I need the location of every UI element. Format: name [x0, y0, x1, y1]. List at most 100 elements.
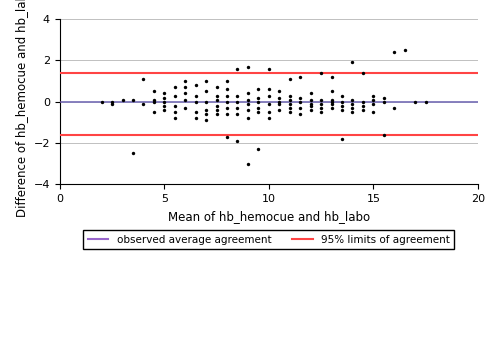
Point: [140, 76, 147, 82]
Point: [171, 103, 179, 109]
Point: [171, 109, 179, 115]
Point: [254, 109, 262, 115]
Point: [276, 99, 283, 104]
Point: [192, 116, 200, 121]
Point: [276, 101, 283, 106]
Point: [181, 97, 189, 103]
Point: [348, 101, 356, 106]
Point: [223, 134, 231, 140]
Point: [192, 82, 200, 88]
Point: [129, 151, 137, 156]
Point: [108, 101, 116, 106]
Point: [390, 105, 398, 111]
Point: [160, 103, 168, 109]
Point: [254, 95, 262, 101]
Legend: observed average agreement, 95% limits of agreement: observed average agreement, 95% limits o…: [84, 230, 454, 249]
Point: [244, 107, 252, 113]
Point: [192, 93, 200, 98]
Point: [223, 99, 231, 104]
Point: [234, 138, 241, 144]
Point: [160, 99, 168, 104]
Point: [140, 101, 147, 106]
Point: [202, 111, 210, 117]
Point: [296, 74, 304, 80]
Point: [223, 87, 231, 92]
Point: [286, 76, 294, 82]
Point: [317, 70, 325, 76]
Point: [359, 103, 367, 109]
Point: [296, 95, 304, 101]
X-axis label: Mean of hb_hemocue and hb_labo: Mean of hb_hemocue and hb_labo: [168, 210, 370, 223]
Point: [348, 97, 356, 103]
Point: [359, 70, 367, 76]
Point: [390, 49, 398, 55]
Point: [370, 97, 378, 103]
Point: [160, 95, 168, 101]
Point: [234, 93, 241, 98]
Point: [202, 99, 210, 104]
Point: [328, 89, 336, 94]
Point: [338, 103, 346, 109]
Point: [202, 118, 210, 123]
Point: [306, 103, 314, 109]
Point: [359, 99, 367, 104]
Point: [401, 47, 409, 53]
Point: [276, 95, 283, 101]
Point: [118, 97, 126, 103]
Point: [317, 109, 325, 115]
Point: [212, 84, 220, 90]
Point: [306, 91, 314, 96]
Point: [265, 87, 273, 92]
Point: [370, 109, 378, 115]
Point: [212, 107, 220, 113]
Point: [286, 93, 294, 98]
Point: [160, 107, 168, 113]
Point: [328, 105, 336, 111]
Y-axis label: Difference of hb_hemocue and hb_labo: Difference of hb_hemocue and hb_labo: [15, 0, 28, 217]
Point: [223, 111, 231, 117]
Point: [317, 105, 325, 111]
Point: [244, 97, 252, 103]
Point: [223, 93, 231, 98]
Point: [265, 109, 273, 115]
Point: [254, 105, 262, 111]
Point: [244, 91, 252, 96]
Point: [306, 97, 314, 103]
Point: [254, 87, 262, 92]
Point: [234, 66, 241, 72]
Point: [265, 101, 273, 106]
Point: [296, 105, 304, 111]
Point: [422, 99, 430, 104]
Point: [160, 91, 168, 96]
Point: [338, 99, 346, 104]
Point: [212, 111, 220, 117]
Point: [98, 99, 106, 104]
Point: [306, 101, 314, 106]
Point: [150, 89, 158, 94]
Point: [296, 99, 304, 104]
Point: [212, 93, 220, 98]
Point: [265, 93, 273, 98]
Point: [150, 99, 158, 104]
Point: [192, 99, 200, 104]
Point: [171, 116, 179, 121]
Point: [202, 78, 210, 84]
Point: [181, 84, 189, 90]
Point: [380, 132, 388, 138]
Point: [338, 107, 346, 113]
Point: [234, 111, 241, 117]
Point: [212, 97, 220, 103]
Point: [129, 97, 137, 103]
Point: [181, 78, 189, 84]
Point: [192, 109, 200, 115]
Point: [286, 109, 294, 115]
Point: [265, 116, 273, 121]
Point: [150, 97, 158, 103]
Point: [234, 105, 241, 111]
Point: [108, 99, 116, 104]
Point: [244, 161, 252, 166]
Point: [254, 147, 262, 152]
Point: [202, 107, 210, 113]
Point: [348, 109, 356, 115]
Point: [223, 78, 231, 84]
